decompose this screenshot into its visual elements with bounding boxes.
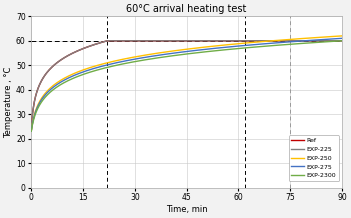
EXP-275 <box>340 37 344 40</box>
EXP-2300 <box>340 39 344 42</box>
EXP-250 <box>177 49 181 51</box>
EXP-225 <box>215 39 219 42</box>
EXP-225 <box>284 39 289 42</box>
Ref <box>333 39 337 42</box>
Ref <box>340 39 344 42</box>
EXP-250 <box>179 49 183 51</box>
EXP-225 <box>198 39 202 42</box>
EXP-225 <box>340 39 344 42</box>
EXP-225 <box>179 39 184 42</box>
EXP-2300 <box>197 51 201 54</box>
EXP-225 <box>333 39 337 42</box>
EXP-2300 <box>332 40 337 43</box>
X-axis label: Time, min: Time, min <box>166 205 207 214</box>
EXP-225 <box>29 130 33 133</box>
Line: EXP-275: EXP-275 <box>31 38 342 131</box>
Ref <box>179 39 184 42</box>
EXP-275 <box>179 51 183 54</box>
Ref <box>284 39 289 42</box>
EXP-250 <box>197 46 201 49</box>
EXP-250 <box>340 35 344 37</box>
EXP-275 <box>284 41 288 43</box>
Ref <box>105 39 109 42</box>
EXP-275 <box>332 37 337 40</box>
Line: EXP-250: EXP-250 <box>31 36 342 131</box>
Y-axis label: Temperature , °C: Temperature , °C <box>4 66 13 138</box>
EXP-275 <box>214 47 218 49</box>
EXP-2300 <box>177 54 181 56</box>
EXP-2300 <box>29 130 33 133</box>
EXP-275 <box>29 130 33 133</box>
EXP-250 <box>284 38 288 41</box>
EXP-2300 <box>284 43 288 46</box>
Line: EXP-225: EXP-225 <box>31 41 342 131</box>
Ref <box>198 39 202 42</box>
EXP-225 <box>177 39 181 42</box>
Ref <box>177 39 181 42</box>
Legend: Ref, EXP-225, EXP-250, EXP-275, EXP-2300: Ref, EXP-225, EXP-250, EXP-275, EXP-2300 <box>289 135 339 181</box>
Ref <box>29 130 33 133</box>
EXP-2300 <box>179 53 183 56</box>
EXP-250 <box>332 35 337 38</box>
EXP-2300 <box>214 49 218 52</box>
Line: Ref: Ref <box>31 41 342 131</box>
EXP-275 <box>197 49 201 51</box>
Title: 60°C arrival heating test: 60°C arrival heating test <box>126 4 247 14</box>
EXP-250 <box>214 44 218 47</box>
EXP-250 <box>29 130 33 133</box>
Line: EXP-2300: EXP-2300 <box>31 41 342 131</box>
EXP-275 <box>177 51 181 54</box>
Ref <box>215 39 219 42</box>
EXP-225 <box>105 39 109 42</box>
